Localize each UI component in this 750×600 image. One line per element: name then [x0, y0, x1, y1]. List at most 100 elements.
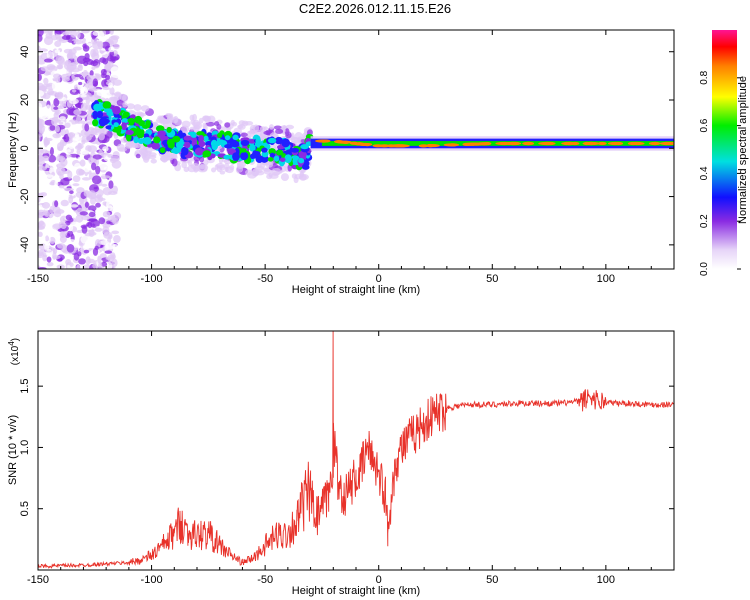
bottom-x-axis-label: Height of straight line (km)	[292, 585, 420, 597]
heatmap-cell	[53, 73, 62, 79]
heatmap-cell	[97, 30, 105, 39]
heatmap-cell	[79, 120, 86, 124]
heatmap-cell	[87, 145, 98, 153]
heatmap-cell	[46, 104, 51, 111]
heatmap-cell	[56, 166, 66, 176]
heatmap-cell	[58, 156, 64, 162]
heatmap-cell	[38, 156, 44, 162]
heatmap-cell	[298, 173, 309, 181]
heatmap-cell	[238, 120, 246, 126]
top-x-axis-label: Height of straight line (km)	[292, 284, 420, 296]
heatmap-cell	[121, 122, 127, 131]
heatmap-cell	[102, 152, 109, 156]
snr-panel: -150 -100 -50 0 50 100 0.5 1.0 1.5 Height of st…	[7, 330, 675, 597]
top-x-axis: -150 -100 -50 0 50 100	[27, 30, 675, 285]
heatmap-cell	[96, 41, 103, 48]
heatmap-cell	[46, 256, 52, 263]
heatmap-cell	[49, 206, 54, 214]
heatmap-cell	[54, 180, 59, 189]
heatmap-cell	[79, 211, 89, 216]
heatmap-cell	[59, 174, 64, 180]
heatmap-cell	[284, 154, 292, 164]
heatmap-cell	[38, 196, 41, 203]
heatmap-cell	[60, 73, 70, 80]
heatmap-cell	[38, 220, 45, 226]
heatmap-cell	[198, 164, 207, 170]
heatmap-cell	[82, 181, 90, 187]
heatmap-cell	[259, 126, 266, 132]
heatmap-cell	[248, 139, 256, 144]
heatmap-cell	[112, 79, 122, 86]
heatmap-cell	[184, 141, 191, 149]
heatmap-cell	[122, 102, 128, 108]
x-tick-label: -100	[141, 574, 163, 586]
colorbar-label: Normalized spectral amplitude	[737, 76, 749, 224]
heatmap-cell	[38, 249, 48, 253]
heatmap-cell	[48, 154, 57, 163]
bottom-y-axis-label: SNR (10 * v/v)	[7, 415, 19, 485]
heatmap-cell	[124, 142, 134, 149]
heatmap-cell	[108, 180, 114, 189]
heatmap-cell	[52, 133, 62, 139]
heatmap-cell	[68, 195, 74, 204]
heatmap-cell	[108, 46, 115, 53]
heatmap-cell	[108, 77, 117, 81]
heatmap-cell	[49, 236, 56, 245]
top-y-axis: -40 -20 0 20 40	[19, 46, 674, 253]
heatmap-cell	[265, 162, 274, 168]
heatmap-cell	[196, 131, 205, 136]
heatmap-cell	[99, 57, 107, 63]
heatmap-cell	[245, 169, 253, 176]
heatmap-cell	[70, 127, 79, 134]
heatmap-cell	[67, 141, 75, 150]
heatmap-cell	[78, 258, 86, 265]
heatmap-cell	[143, 137, 152, 145]
x-tick-label: -50	[257, 574, 273, 586]
heatmap-cell	[38, 57, 47, 65]
heatmap-cell	[52, 223, 63, 229]
heatmap-cell	[38, 102, 43, 110]
heatmap-cell	[113, 122, 119, 128]
heatmap-peak	[607, 141, 623, 146]
heatmap-cell	[83, 166, 91, 173]
heatmap-cell	[82, 57, 91, 63]
heatmap-cell	[159, 147, 166, 154]
heatmap-cell	[60, 222, 67, 229]
heatmap-cell	[78, 81, 83, 86]
heatmap-cell	[271, 167, 282, 176]
heatmap-cell	[126, 103, 135, 110]
heatmap-cell	[218, 164, 226, 171]
heatmap-peak	[372, 144, 384, 148]
heatmap-cell	[51, 117, 57, 126]
heatmap-cell	[98, 217, 106, 225]
heatmap-cell	[43, 36, 54, 46]
heatmap-cell	[224, 122, 231, 128]
heatmap-cell	[107, 154, 113, 158]
heatmap-cell	[67, 132, 76, 138]
heatmap-cell	[44, 242, 50, 252]
heatmap-cell	[111, 185, 119, 194]
scale-factor-base: (x104)	[7, 338, 21, 365]
bottom-x-axis: -150 -100 -50 0 50 100	[27, 331, 675, 586]
heatmap-peak	[524, 141, 535, 146]
colorbar-tick-label: 0.0	[699, 262, 710, 276]
heatmap-cell	[53, 106, 59, 110]
heatmap-cell	[46, 50, 54, 60]
heatmap-cell	[110, 158, 117, 164]
colorbar-gradient	[712, 30, 737, 269]
heatmap-cell	[38, 133, 43, 138]
heatmap-cell	[87, 126, 95, 133]
heatmap-cell	[252, 150, 258, 159]
heatmap-cell	[40, 176, 48, 182]
heatmap-cell	[275, 149, 284, 156]
heatmap-cell	[91, 162, 97, 171]
heatmap-cell	[80, 102, 88, 112]
heatmap-cell	[290, 147, 300, 153]
heatmap-cell	[100, 68, 107, 76]
heatmap-cell	[111, 258, 118, 268]
heatmap-cell	[108, 35, 119, 45]
heatmap-cell	[240, 148, 247, 153]
heatmap-cell	[39, 149, 49, 154]
heatmap-cell	[96, 110, 104, 119]
heatmap-peak	[627, 141, 639, 146]
